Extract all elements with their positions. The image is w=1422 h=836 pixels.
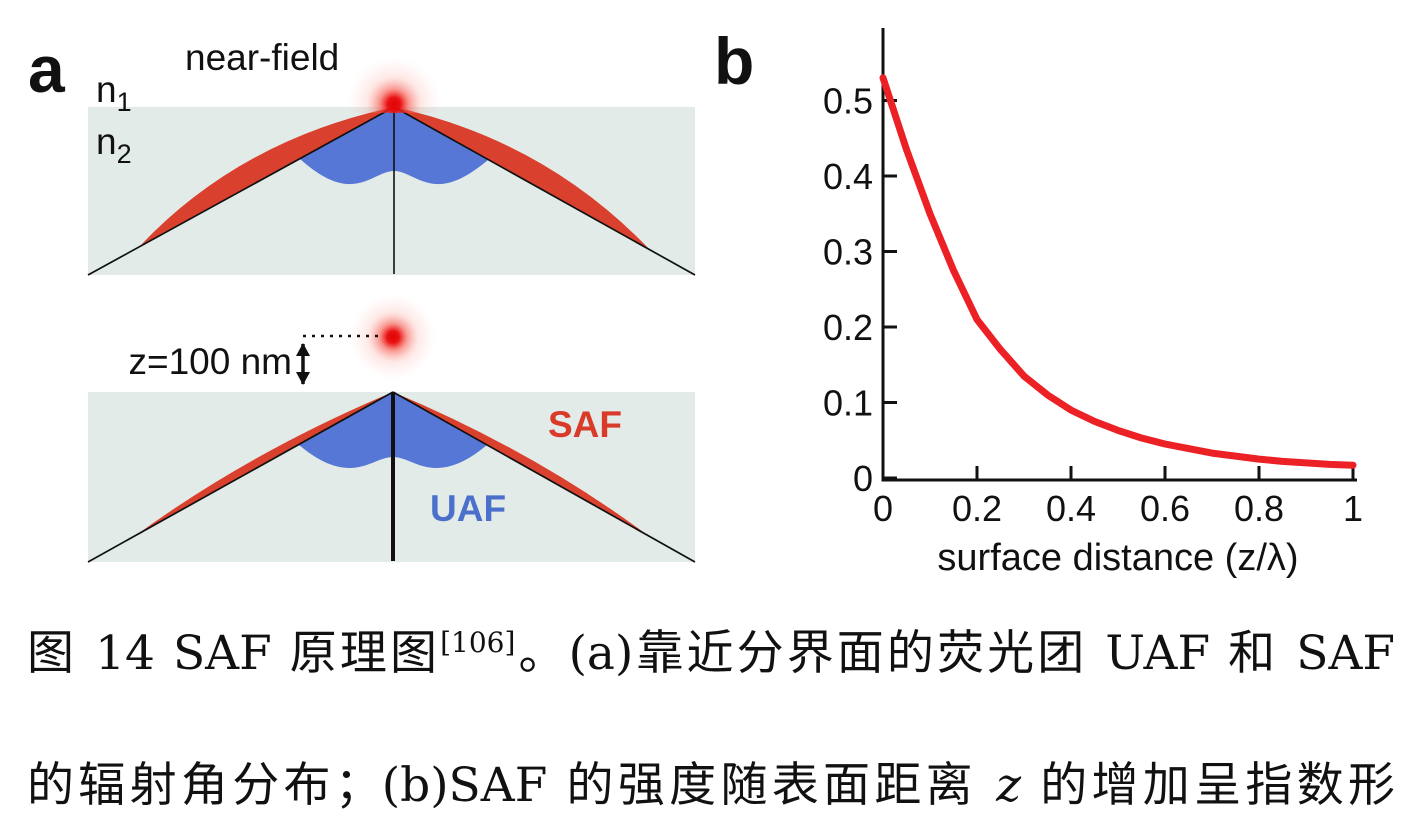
caption-line-2: 的辐射角分布；(b)SAF 的强度随表面距离 z 的增加呈指数形	[27, 746, 1395, 815]
fluorophore-glow-top	[347, 57, 441, 113]
panel-a: a near-field n1 n2 z=100 nm SAF UAF	[0, 0, 710, 600]
panel-b: b SAF / (SAF+UAF) surface distance (z/λ)…	[700, 0, 1422, 600]
fluorophore-glow-bottom	[350, 294, 436, 380]
critical-angle-line-right-top	[393, 106, 696, 276]
y-tick-label: 0.2	[823, 307, 873, 348]
uaf-label: UAF	[430, 488, 506, 529]
panel-a-figure: a near-field n1 n2 z=100 nm SAF UAF	[28, 32, 696, 563]
y-tick-label: 0.3	[823, 232, 873, 273]
x-axis-label: surface distance (z/λ)	[937, 537, 1298, 579]
y-tick-label: 0.4	[823, 156, 873, 197]
x-tick-label: 0.4	[1046, 488, 1096, 529]
x-tick-label: 0.2	[952, 488, 1002, 529]
critical-angle-line-left-top	[87, 106, 395, 276]
n1-label: n1	[96, 69, 132, 117]
n2-label: n2	[96, 121, 132, 169]
critical-angle-line-right-bottom	[392, 391, 696, 563]
panel-a-letter: a	[28, 32, 66, 106]
y-tick-label: 0.5	[823, 81, 873, 122]
y-tick-label: 0	[853, 458, 873, 499]
y-tick-label: 0.1	[823, 383, 873, 424]
caption-text: 图 14 SAF 原理图	[27, 626, 441, 681]
saf-fraction-curve	[879, 74, 1357, 469]
caption-text: 。(a)靠近分界面的荧光团 UAF 和 SAF	[515, 626, 1395, 681]
caption-variable-z: z	[996, 758, 1021, 813]
near-field-label: near-field	[185, 37, 339, 78]
caption-text: 的增加呈指数形	[1020, 758, 1395, 813]
caption-line-1: 图 14 SAF 原理图[106]。(a)靠近分界面的荧光团 UAF 和 SAF	[27, 614, 1395, 683]
saf-label: SAF	[548, 404, 622, 445]
z-distance-label: z=100 nm	[128, 341, 292, 382]
saf-fraction-chart: b SAF / (SAF+UAF) surface distance (z/λ)…	[714, 24, 1363, 579]
x-tick-label: 1	[1343, 488, 1363, 529]
chart-axes	[881, 28, 1357, 482]
x-tick-label: 0.6	[1140, 488, 1190, 529]
caption-text: 的辐射角分布；(b)SAF 的强度随表面距离	[27, 758, 997, 813]
panel-b-letter: b	[714, 24, 754, 98]
citation-ref: [106]	[440, 626, 516, 659]
x-tick-label: 0.8	[1234, 488, 1284, 529]
critical-angle-line-left-bottom	[87, 391, 394, 563]
x-tick-label: 0	[873, 488, 893, 529]
